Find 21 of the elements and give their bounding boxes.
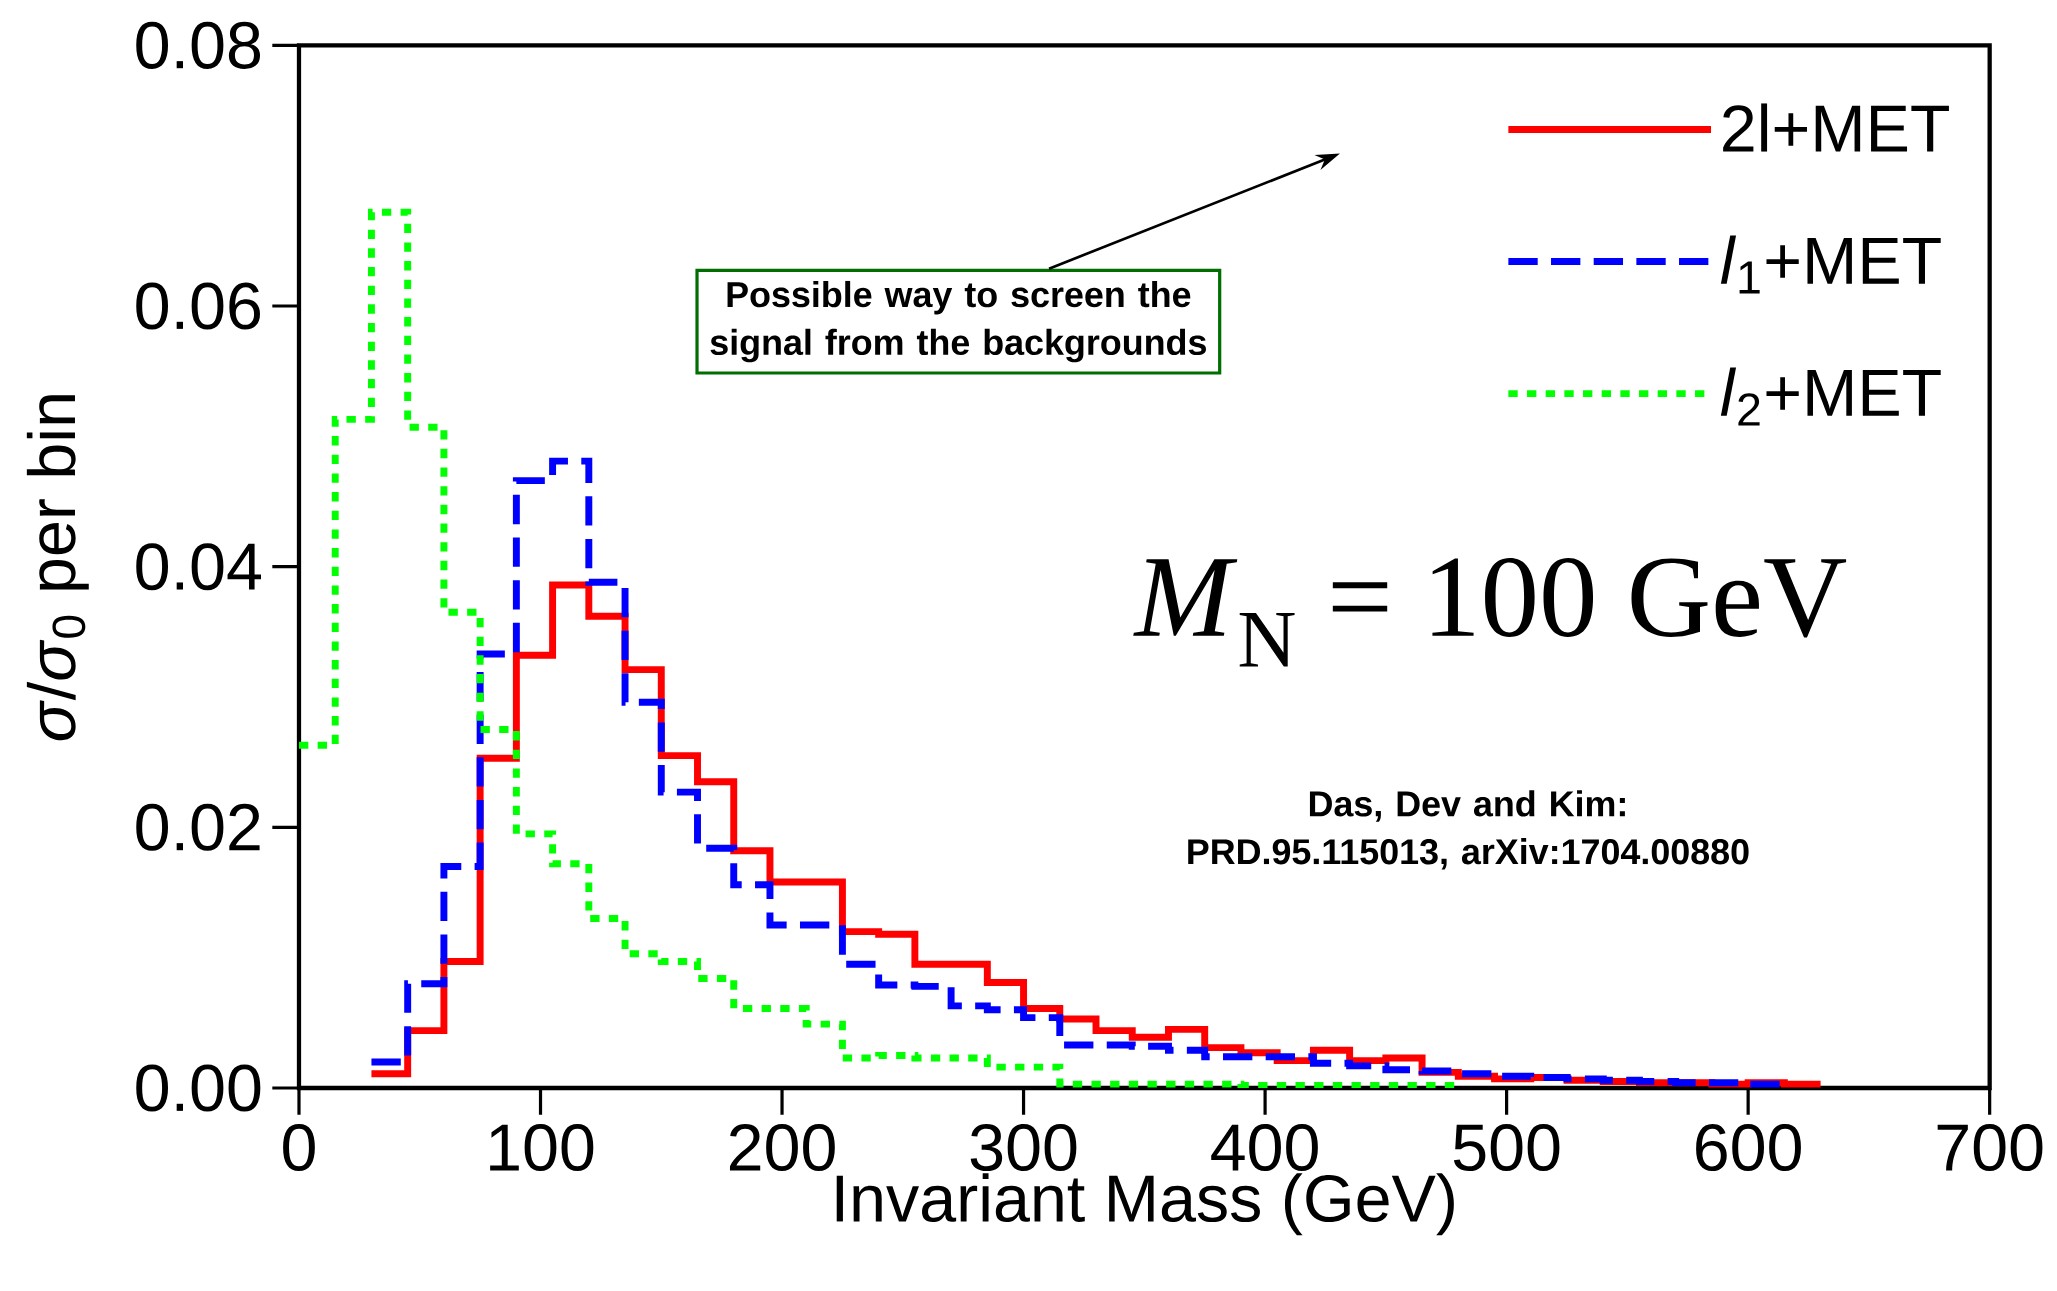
y-axis-title: σ/σ$_{0}$ per bin [26,395,89,741]
x-tick-label: 500 [1453,1124,1560,1172]
x-tick-label: 0 [283,1124,315,1172]
annotation: Possible way to screen the signal from the backgrounds [710,280,1206,363]
annotation: Das, Dev and Kim: PRD.95.115013, arXiv:1704.00880 [1188,790,1749,870]
y-tick-label: 0.00 [136,1064,261,1112]
legend-label: l$_{2}$+MET [1720,367,1941,426]
x-tick-label: 600 [1696,1124,1801,1172]
x-tick-label: 200 [729,1124,835,1172]
y-tick-label: 0.02 [136,803,260,851]
y-tick-label: 0.04 [136,543,261,591]
annotation: M$_{N}$ = 100 GeV [1133,558,1847,667]
x-tick-label: 300 [970,1124,1077,1172]
y-tick-label: 0.06 [136,282,260,330]
x-tick-label: 100 [490,1124,594,1172]
legend-label: 2l+MET [1723,103,1949,152]
y-tick-label: 0.08 [136,21,261,69]
x-tick-label: 700 [1937,1124,2043,1172]
x-axis-title: Invariant Mass (GeV) [836,1173,1454,1236]
x-tick-label: 400 [1211,1124,1318,1172]
legend-label: l$_{1}$+MET [1720,235,1941,294]
